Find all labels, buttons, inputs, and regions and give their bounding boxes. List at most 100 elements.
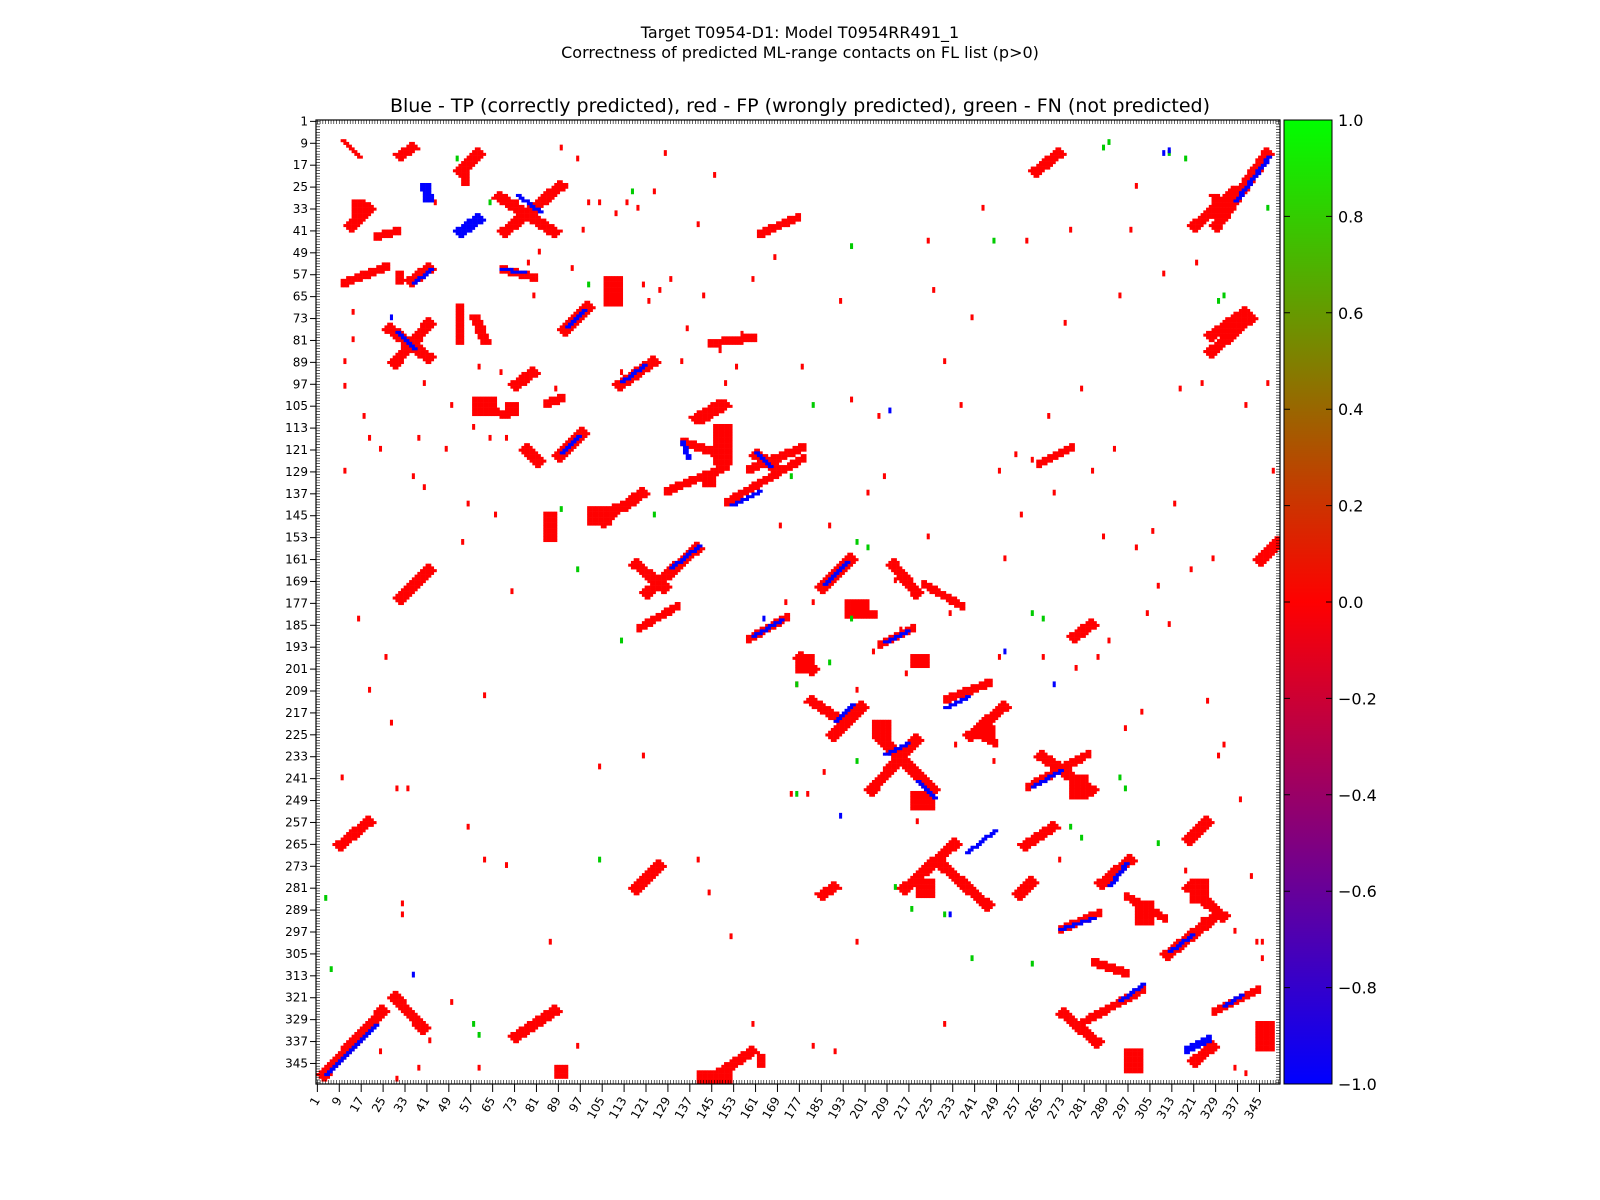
- fp-cell: [795, 213, 798, 216]
- fp-cell: [535, 460, 538, 463]
- fp-cell: [516, 408, 519, 411]
- fp-cell: [1149, 906, 1152, 909]
- fp-cell: [957, 879, 960, 882]
- fp-cell: [738, 1057, 741, 1060]
- fp-cell: [1083, 788, 1086, 791]
- fp-cell: [412, 1016, 415, 1019]
- fp-cell: [746, 638, 749, 641]
- fp-cell: [730, 501, 733, 504]
- fp-cell: [609, 301, 612, 304]
- fp-cell: [330, 1065, 333, 1068]
- fp-cell: [658, 583, 661, 586]
- fp-cell: [924, 807, 927, 810]
- fp-cell: [946, 848, 949, 851]
- fp-cell: [749, 1048, 752, 1051]
- fp-cell: [576, 429, 579, 432]
- fp-cell: [346, 1043, 349, 1046]
- fp-cell: [395, 282, 398, 285]
- fp-cell: [919, 660, 922, 663]
- fp-cell: [645, 618, 648, 621]
- fp-cell: [779, 468, 782, 471]
- fp-cell: [1124, 1065, 1127, 1068]
- fp-cell: [716, 424, 719, 427]
- fp-cell: [1261, 1021, 1264, 1024]
- fp-cell: [535, 224, 538, 227]
- fp-cell: [579, 432, 582, 435]
- fp-cell: [1116, 1005, 1119, 1008]
- fp-cell: [908, 884, 911, 887]
- fp-cell: [1192, 936, 1195, 939]
- fp-cell: [938, 594, 941, 597]
- fp-cell: [710, 446, 713, 449]
- fp-cell: [1127, 895, 1130, 898]
- fp-cell: [880, 723, 883, 726]
- fp-cell: [866, 616, 869, 619]
- fp-cell: [1132, 903, 1135, 906]
- fp-cell: [688, 555, 691, 558]
- fp-cell: [609, 506, 612, 509]
- fp-cell: [757, 629, 760, 632]
- fp-cell: [1077, 785, 1080, 788]
- fp-cell: [535, 451, 538, 454]
- fp-cell: [973, 725, 976, 728]
- fp-cell: [853, 605, 856, 608]
- fp-cell: [834, 736, 837, 739]
- fp-cell: [598, 520, 601, 523]
- fp-cell: [549, 191, 552, 194]
- fp-cell: [845, 602, 848, 605]
- fp-cell: [771, 454, 774, 457]
- fp-cell: [702, 449, 705, 452]
- fp-cell: [620, 290, 623, 293]
- fp-cell: [716, 429, 719, 432]
- fp-cell: [612, 279, 615, 282]
- fp-cell: [757, 1059, 760, 1062]
- fp-cell: [790, 219, 793, 222]
- fp-cell: [927, 796, 930, 799]
- fp-cell: [891, 764, 894, 767]
- fp-cell: [850, 558, 853, 561]
- fp-cell: [886, 720, 889, 723]
- fp-cell: [787, 465, 790, 468]
- fp-cell: [831, 739, 834, 742]
- fp-cell: [894, 758, 897, 761]
- fp-cell: [705, 482, 708, 485]
- fp-cell: [951, 848, 954, 851]
- fp-cell: [475, 331, 478, 334]
- fp-cell: [338, 1054, 341, 1057]
- fp-cell: [932, 799, 935, 802]
- fp-cell: [847, 564, 850, 567]
- fp-cell: [891, 747, 894, 750]
- fp-cell: [357, 279, 360, 282]
- fp-cell: [535, 202, 538, 205]
- fp-cell: [787, 618, 790, 621]
- fp-cell: [1042, 775, 1045, 778]
- fp-cell: [1162, 955, 1165, 958]
- fp-cell: [1201, 898, 1204, 901]
- fp-cell: [721, 1076, 724, 1079]
- fp-cell: [798, 446, 801, 449]
- fp-cell: [360, 208, 363, 211]
- fp-cell: [497, 410, 500, 413]
- fp-cell: [365, 202, 368, 205]
- fp-cell: [565, 334, 568, 337]
- fp-cell: [929, 785, 932, 788]
- fp-cell: [631, 492, 634, 495]
- fp-cell: [765, 465, 768, 468]
- fp-cell: [699, 1070, 702, 1073]
- fp-cell: [760, 1062, 763, 1065]
- fp-cell: [669, 610, 672, 613]
- fp-cell: [374, 232, 377, 235]
- fp-cell: [554, 1010, 557, 1013]
- fp-cell: [694, 553, 697, 556]
- fp-cell: [727, 1062, 730, 1065]
- fp-cell: [409, 276, 412, 279]
- fp-cell: [428, 323, 431, 326]
- fp-cell: [1192, 895, 1195, 898]
- fp-cell: [702, 547, 705, 550]
- fp-cell: [776, 465, 779, 468]
- fp-cell: [650, 591, 653, 594]
- fp-cell: [612, 276, 615, 279]
- fp-cell: [458, 312, 461, 315]
- fp-cell: [374, 1010, 377, 1013]
- fp-cell: [519, 273, 522, 276]
